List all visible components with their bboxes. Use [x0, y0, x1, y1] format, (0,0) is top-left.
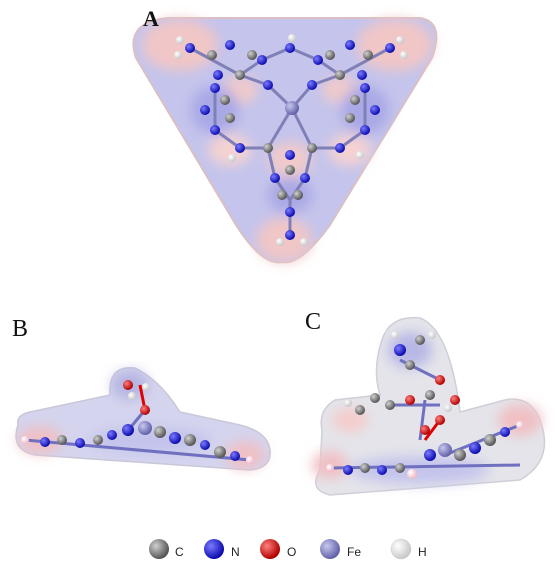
panel-b-atoms: [21, 380, 254, 464]
legend-label-n: N: [231, 545, 240, 559]
panel-b-molecule: [15, 367, 271, 471]
panel-label-c: C: [305, 309, 322, 335]
panel-c-molecule: [312, 316, 546, 496]
panel-label-a: A: [143, 6, 159, 31]
panel-label-b: B: [12, 316, 29, 342]
panel-c-atoms: [326, 331, 524, 479]
legend-label-h: H: [418, 545, 427, 559]
legend-swatch-h: [390, 538, 412, 560]
legend-swatch-n: [204, 539, 224, 559]
atom-legend: [149, 538, 412, 560]
legend-label-fe: Fe: [347, 545, 362, 559]
legend-label-c: C: [175, 545, 184, 559]
legend-swatch-o: [260, 539, 280, 559]
panel-a-atoms: [174, 34, 408, 246]
legend-swatch-c: [149, 539, 169, 559]
panel-b-surface-shading: [18, 371, 265, 469]
panel-a-molecule: [132, 17, 438, 264]
legend-swatch-fe: [320, 539, 340, 559]
legend-label-o: O: [287, 545, 297, 559]
